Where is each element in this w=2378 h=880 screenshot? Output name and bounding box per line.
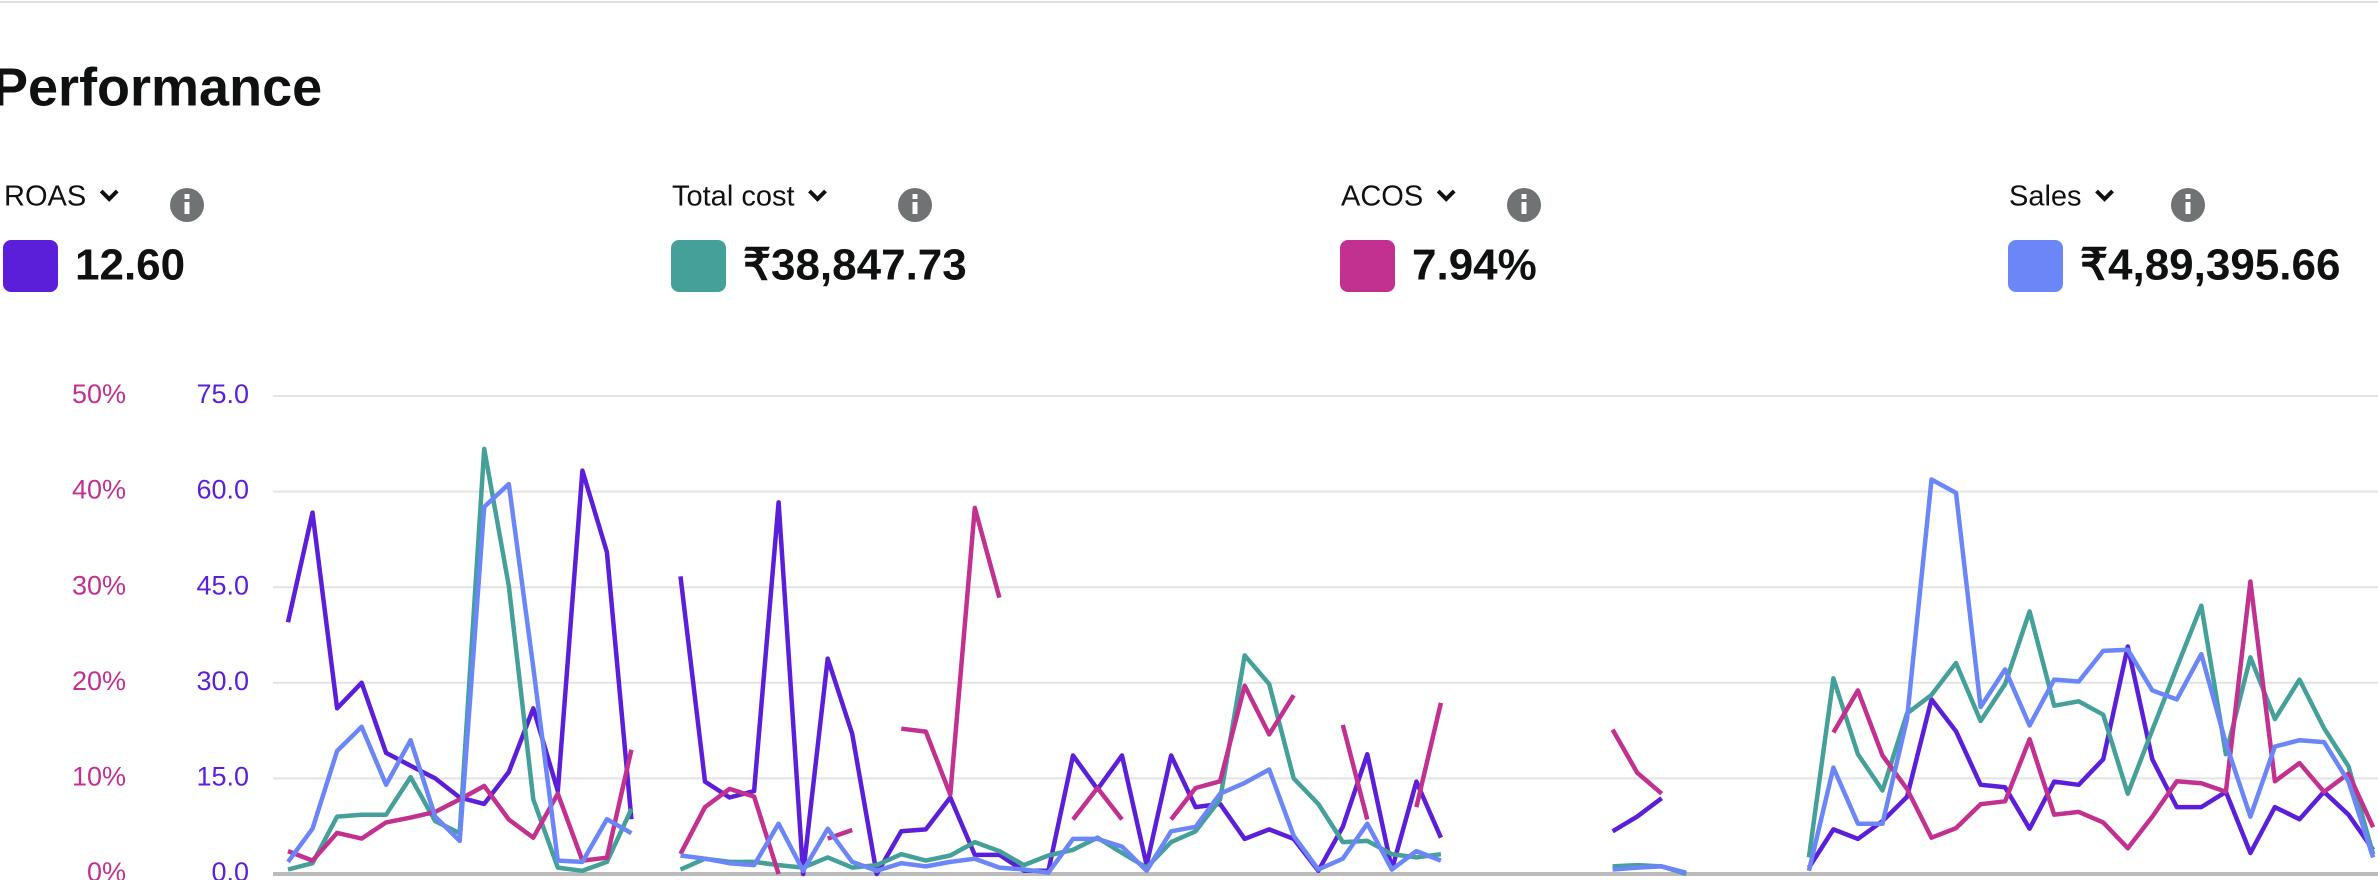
info-icon-bar (912, 202, 918, 214)
dropdown-chevron[interactable] (1436, 189, 1456, 202)
metric-swatch (2008, 240, 2063, 292)
y-tick-label: 0.0 (211, 857, 249, 880)
metric-value: ₹38,847.73 (743, 241, 967, 290)
series-line (287, 505, 2376, 875)
metric-value: ₹4,89,395.66 (2080, 241, 2340, 290)
series-line (286, 477, 2376, 875)
metric-label[interactable]: Sales (2009, 181, 2082, 213)
y2-tick-label: 30% (72, 570, 126, 600)
metric-label[interactable]: ACOS (1341, 181, 1423, 213)
y-tick-label: 15.0 (196, 762, 249, 792)
panel-title: Performance (0, 57, 322, 117)
y2-tick-label: 20% (72, 666, 126, 696)
y2-tick-label: 10% (72, 762, 126, 792)
metric-value: 7.94% (1412, 241, 1537, 290)
info-icon-dot (912, 194, 918, 199)
y2-tick-label: 40% (72, 475, 126, 505)
dropdown-chevron[interactable] (2095, 189, 2114, 202)
y-tick-label: 75.0 (196, 379, 249, 409)
dropdown-chevron[interactable] (808, 189, 827, 202)
series-line (287, 446, 2376, 877)
y-tick-label: 45.0 (196, 570, 249, 600)
info-icon-bar (2185, 202, 2191, 214)
y-tick-label: 30.0 (196, 666, 249, 696)
metric-swatch (3, 240, 58, 292)
metric-label[interactable]: Total cost (672, 181, 795, 213)
dropdown-chevron[interactable] (99, 189, 119, 202)
info-icon-bar (1521, 202, 1527, 214)
metric-value: 12.60 (75, 241, 185, 290)
info-icon-dot (184, 194, 190, 199)
y2-tick-label: 0% (87, 857, 126, 880)
info-icon-bar (184, 202, 190, 214)
y2-tick-label: 50% (72, 379, 126, 409)
y-tick-label: 60.0 (196, 475, 249, 505)
metric-swatch (671, 240, 726, 292)
metric-label[interactable]: ROAS (4, 181, 86, 213)
info-icon-dot (2185, 194, 2191, 199)
info-icon-dot (1521, 194, 1527, 199)
metric-swatch (1340, 240, 1395, 292)
